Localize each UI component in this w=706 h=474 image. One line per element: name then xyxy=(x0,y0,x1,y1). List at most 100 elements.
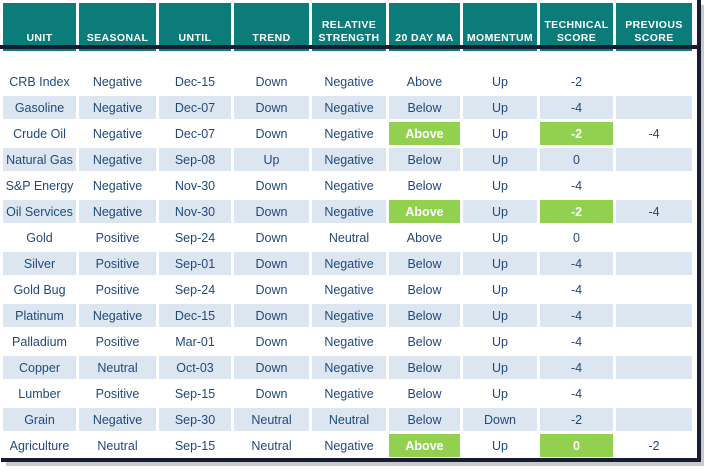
cell-until: Nov-30 xyxy=(159,200,231,223)
cell-until: Dec-07 xyxy=(159,122,231,145)
cell-20-day-ma: Below xyxy=(389,148,460,171)
table-row: Gold Bug Positive Sep-24 Down Negative B… xyxy=(3,278,692,301)
cell-trend: Down xyxy=(234,330,309,353)
table-row: S&P Energy Negative Nov-30 Down Negative… xyxy=(3,174,692,197)
table-row: Agriculture Neutral Sep-15 Neutral Negat… xyxy=(3,434,692,457)
cell-previous-score xyxy=(616,252,692,275)
cell-trend: Down xyxy=(234,226,309,249)
cell-previous-score xyxy=(616,330,692,353)
cell-20-day-ma: Below xyxy=(389,252,460,275)
cell-unit: Copper xyxy=(3,356,76,379)
cell-previous-score xyxy=(616,356,692,379)
cell-relative-strength: Negative xyxy=(312,330,386,353)
cell-seasonal: Neutral xyxy=(79,356,156,379)
table-row: Platinum Negative Dec-15 Down Negative B… xyxy=(3,304,692,327)
cell-momentum: Up xyxy=(463,382,537,405)
header-spacer-row xyxy=(3,54,692,67)
cell-technical-score: -4 xyxy=(540,252,613,275)
cell-unit: Oil Services xyxy=(3,200,76,223)
cell-technical-score: -4 xyxy=(540,96,613,119)
cell-seasonal: Negative xyxy=(79,122,156,145)
cell-unit: Gold xyxy=(3,226,76,249)
cell-technical-score: -4 xyxy=(540,330,613,353)
col-header-trend: TREND xyxy=(234,3,309,51)
cell-technical-score: -2 xyxy=(540,122,613,145)
cell-trend: Down xyxy=(234,174,309,197)
cell-20-day-ma: Above xyxy=(389,200,460,223)
cell-relative-strength: Negative xyxy=(312,148,386,171)
cell-trend: Down xyxy=(234,356,309,379)
cell-relative-strength: Negative xyxy=(312,278,386,301)
cell-trend: Down xyxy=(234,122,309,145)
cell-unit: Gold Bug xyxy=(3,278,76,301)
cell-trend: Down xyxy=(234,304,309,327)
cell-until: Oct-03 xyxy=(159,356,231,379)
cell-relative-strength: Negative xyxy=(312,382,386,405)
cell-momentum: Up xyxy=(463,174,537,197)
cell-unit: Grain xyxy=(3,408,76,431)
col-header-relative-strength: RELATIVE STRENGTH xyxy=(312,3,386,51)
cell-until: Dec-15 xyxy=(159,304,231,327)
table-row: Silver Positive Sep-01 Down Negative Bel… xyxy=(3,252,692,275)
cell-relative-strength: Neutral xyxy=(312,226,386,249)
cell-seasonal: Neutral xyxy=(79,434,156,457)
cell-until: Sep-08 xyxy=(159,148,231,171)
cell-unit: Agriculture xyxy=(3,434,76,457)
cell-relative-strength: Neutral xyxy=(312,408,386,431)
cell-unit: Crude Oil xyxy=(3,122,76,145)
cell-previous-score xyxy=(616,70,692,93)
cell-until: Sep-30 xyxy=(159,408,231,431)
cell-unit: Silver xyxy=(3,252,76,275)
cell-previous-score xyxy=(616,148,692,171)
technical-score-table: UNIT SEASONAL UNTIL TREND RELATIVE STREN… xyxy=(3,3,692,457)
cell-20-day-ma: Below xyxy=(389,96,460,119)
header-row: UNIT SEASONAL UNTIL TREND RELATIVE STREN… xyxy=(3,3,692,51)
cell-technical-score: 0 xyxy=(540,148,613,171)
cell-previous-score xyxy=(616,304,692,327)
table-row: Oil Services Negative Nov-30 Down Negati… xyxy=(3,200,692,223)
cell-trend: Down xyxy=(234,200,309,223)
cell-previous-score xyxy=(616,174,692,197)
cell-unit: Lumber xyxy=(3,382,76,405)
cell-technical-score: -2 xyxy=(540,200,613,223)
cell-seasonal: Positive xyxy=(79,278,156,301)
cell-20-day-ma: Below xyxy=(389,304,460,327)
cell-seasonal: Negative xyxy=(79,304,156,327)
cell-trend: Down xyxy=(234,252,309,275)
right-frame-rule xyxy=(697,0,701,462)
cell-momentum: Up xyxy=(463,96,537,119)
table-row: Natural Gas Negative Sep-08 Up Negative … xyxy=(3,148,692,171)
cell-seasonal: Positive xyxy=(79,382,156,405)
cell-momentum: Up xyxy=(463,304,537,327)
col-header-momentum: MOMENTUM xyxy=(463,3,537,51)
cell-seasonal: Negative xyxy=(79,96,156,119)
col-header-technical-score: TECHNICAL SCORE xyxy=(540,3,613,51)
bottom-drop-shadow xyxy=(6,462,704,466)
table-row: CRB Index Negative Dec-15 Down Negative … xyxy=(3,70,692,93)
cell-seasonal: Positive xyxy=(79,330,156,353)
cell-technical-score: -4 xyxy=(540,174,613,197)
cell-technical-score: -4 xyxy=(540,356,613,379)
cell-unit: CRB Index xyxy=(3,70,76,93)
cell-momentum: Up xyxy=(463,330,537,353)
cell-seasonal: Negative xyxy=(79,70,156,93)
cell-seasonal: Negative xyxy=(79,200,156,223)
cell-momentum: Up xyxy=(463,252,537,275)
cell-trend: Down xyxy=(234,96,309,119)
cell-previous-score xyxy=(616,96,692,119)
cell-until: Sep-15 xyxy=(159,382,231,405)
cell-technical-score: -4 xyxy=(540,304,613,327)
right-drop-shadow xyxy=(701,5,704,466)
cell-trend: Down xyxy=(234,278,309,301)
cell-relative-strength: Negative xyxy=(312,122,386,145)
cell-seasonal: Negative xyxy=(79,174,156,197)
cell-20-day-ma: Below xyxy=(389,356,460,379)
col-header-until: UNTIL xyxy=(159,3,231,51)
cell-20-day-ma: Below xyxy=(389,278,460,301)
cell-relative-strength: Negative xyxy=(312,174,386,197)
table-row: Gasoline Negative Dec-07 Down Negative B… xyxy=(3,96,692,119)
cell-unit: Platinum xyxy=(3,304,76,327)
cell-technical-score: 0 xyxy=(540,226,613,249)
cell-technical-score: -2 xyxy=(540,70,613,93)
cell-unit: Natural Gas xyxy=(3,148,76,171)
